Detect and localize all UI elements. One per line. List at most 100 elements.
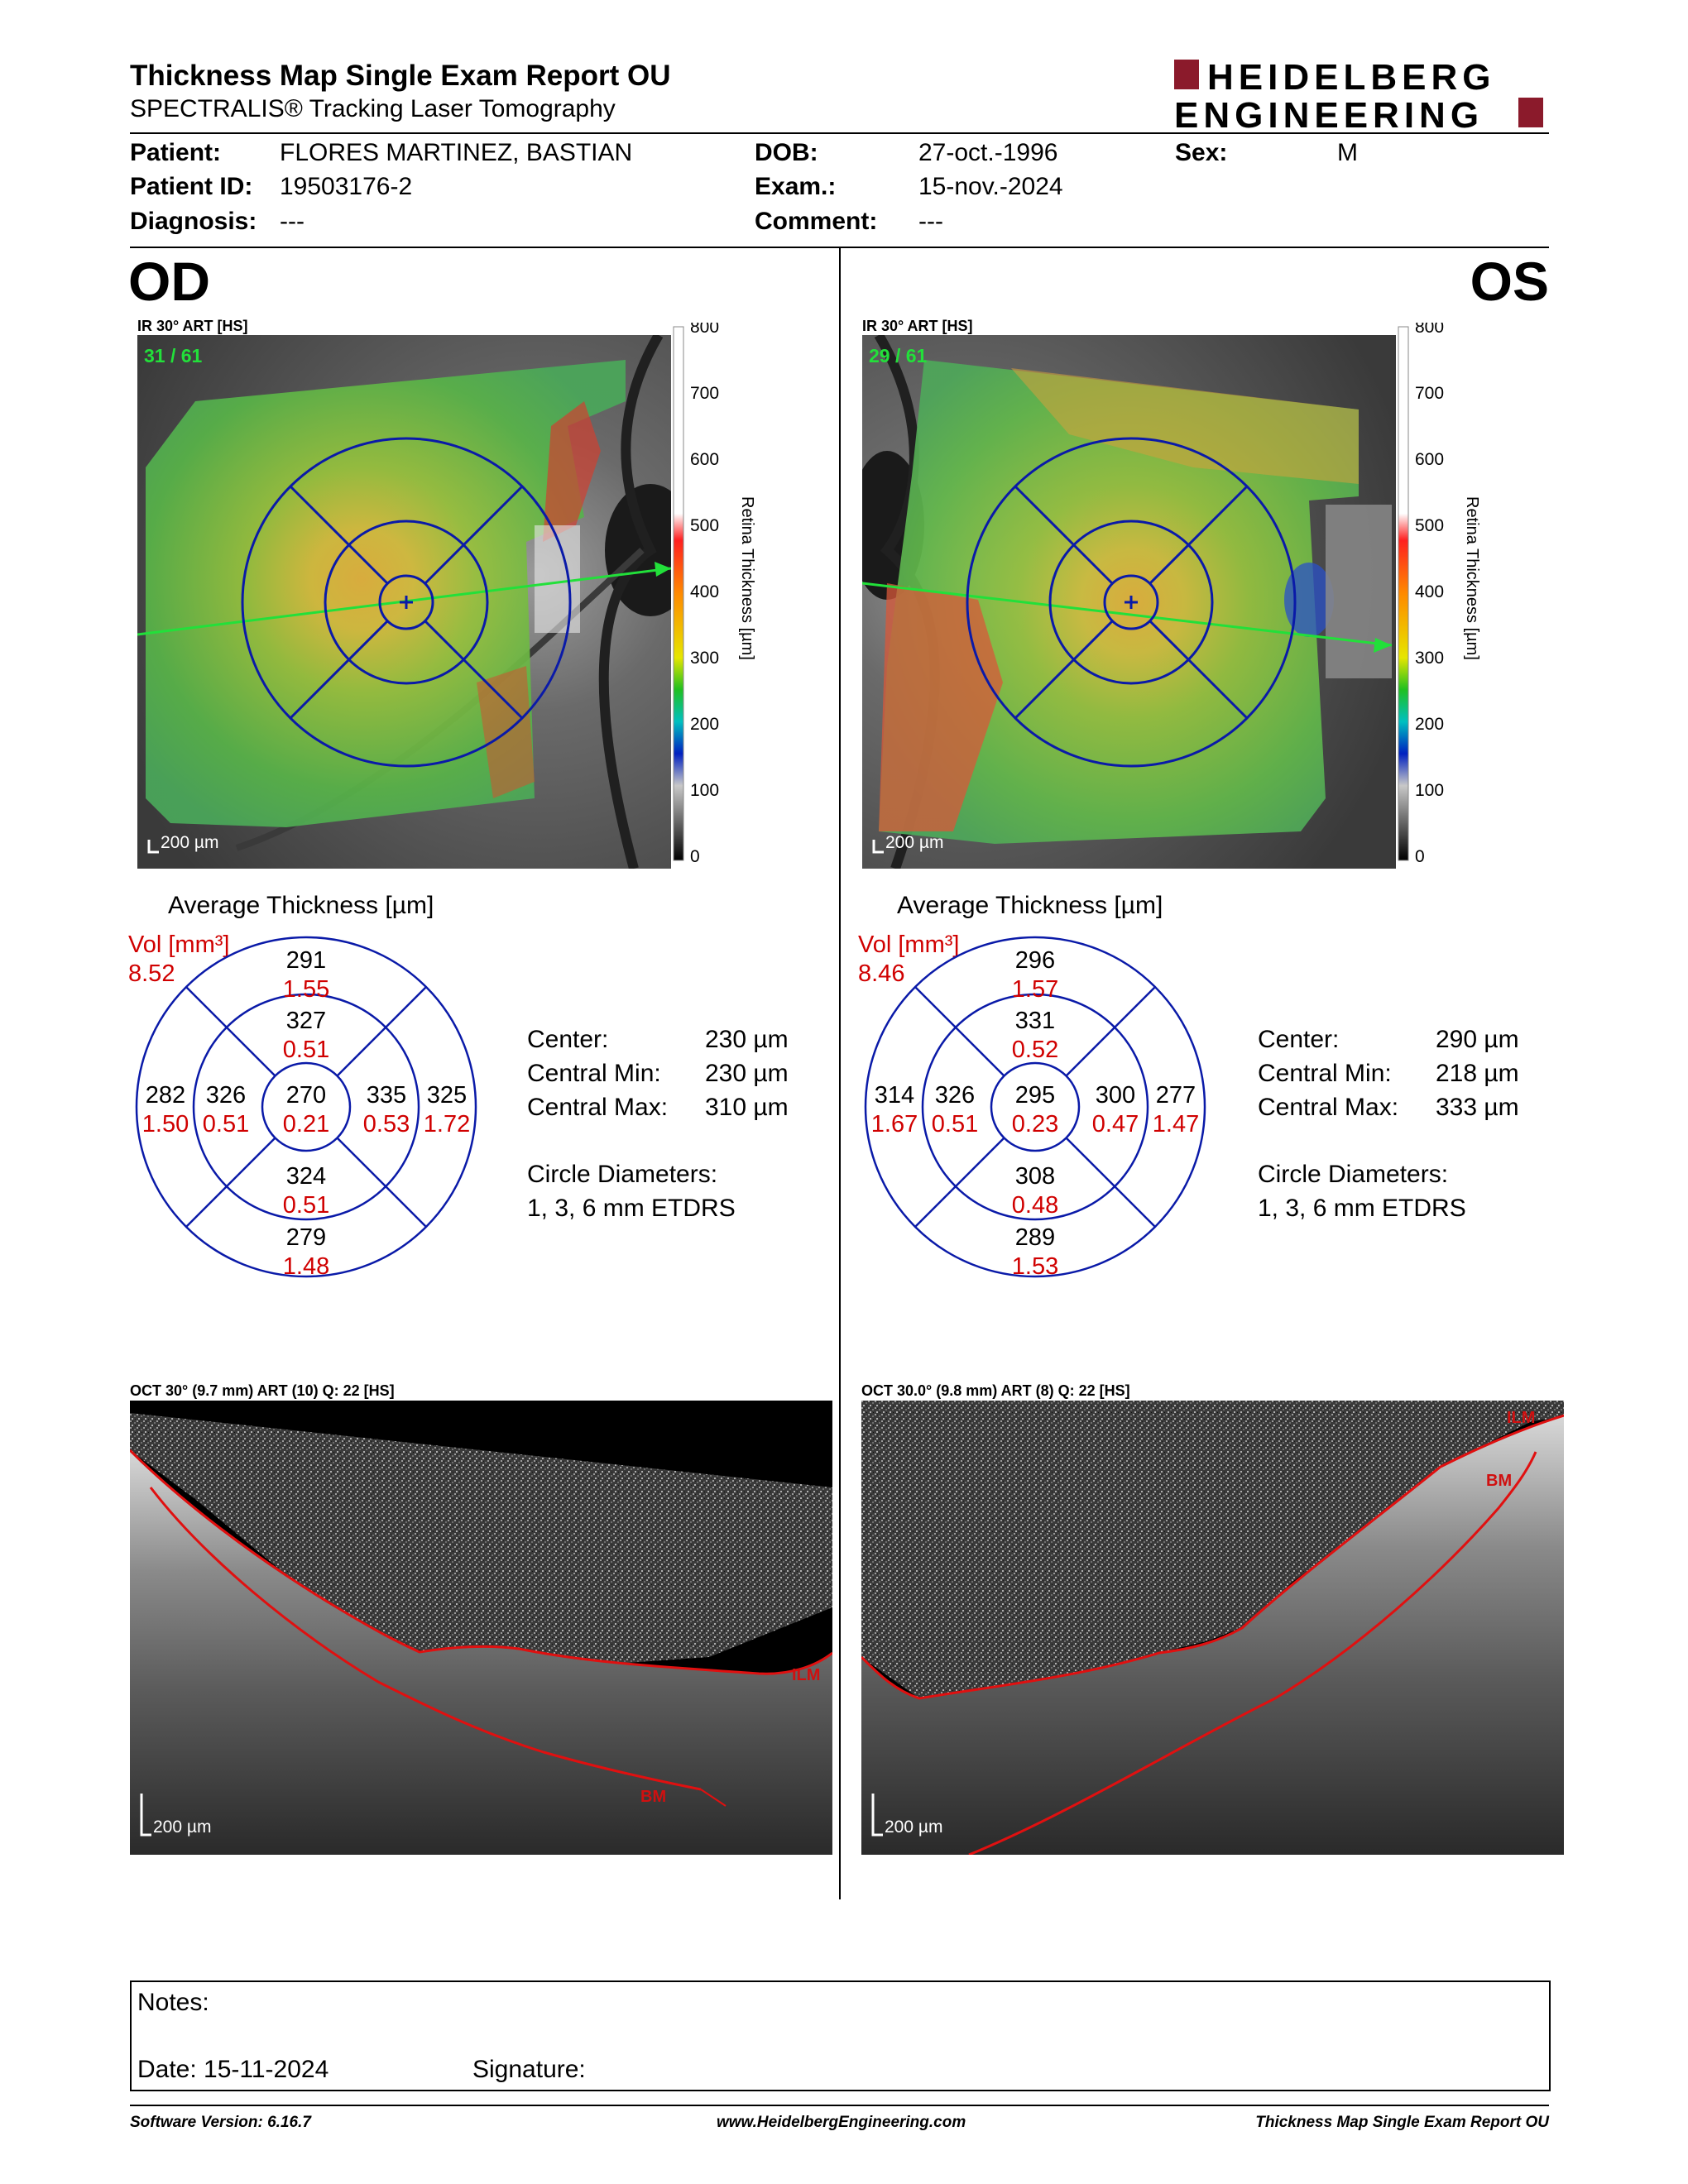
os-oct-bscan: ILM BM 200 µm [861,1401,1564,1855]
os-inner-bottom-vol: 0.48 [1012,1192,1058,1219]
os-bm-label: BM [1486,1472,1512,1490]
od-avg-title: Average Thickness [µm] [168,892,434,919]
patient-id-label: Patient ID: [130,173,253,200]
os-outer-top-vol: 1.57 [1012,976,1058,1003]
od-etdrs-grid: 291 1.55 327 0.51 282 1.50 326 0.51 270 … [135,936,477,1280]
od-vol: Vol [mm³] 8.52 [128,931,229,989]
os-inner-left: 326 [935,1082,975,1109]
os-oct-label: OCT 30.0° (9.8 mm) ART (8) Q: 22 [HS] [861,1382,1130,1399]
os-frame-count: 29 / 61 [869,345,928,366]
header-divider [130,132,1549,134]
os-cbar-tick-600: 600 [1415,450,1444,469]
od-inner-right-vol: 0.53 [363,1111,410,1138]
os-max-label: Central Max: [1258,1094,1399,1121]
od-cbar-tick-300: 300 [690,649,719,668]
od-outer-right: 325 [427,1082,467,1109]
od-diameters: Circle Diameters: 1, 3, 6 mm ETDRS [527,1157,736,1225]
os-diam-value: 1, 3, 6 mm ETDRS [1258,1195,1466,1222]
exam-value: 15-nov.-2024 [918,173,1063,200]
sex-value: M [1337,139,1358,166]
od-ilm-label: ILM [792,1666,820,1684]
os-cbar-tick-0: 0 [1415,847,1425,866]
od-min-value: 230 µm [705,1060,789,1087]
od-colorbar: 800 700 600 500 400 300 200 100 0 Retina… [673,323,756,866]
diagnosis-label: Diagnosis: [130,208,257,235]
od-inner-bottom-vol: 0.51 [283,1192,329,1219]
os-stats-values: 290 µm 218 µm 333 µm [1436,1023,1519,1124]
report-subtitle: SPECTRALIS® Tracking Laser Tomography [130,95,616,122]
patient-label: Patient: [130,139,222,166]
od-outer-left: 282 [146,1082,185,1109]
od-scale-label: 200 µm [161,833,218,852]
os-scale-label: 200 µm [885,833,943,852]
od-colorbar-label: Retina Thickness [µm] [738,496,756,660]
od-inner-bottom: 324 [286,1163,326,1190]
os-center-value: 290 µm [1436,1026,1519,1053]
date-label: Date: 15-11-2024 [137,2056,329,2083]
od-outer-left-vol: 1.50 [142,1111,189,1138]
os-cbar-tick-700: 700 [1415,384,1444,403]
od-eye-label: OD [128,251,210,312]
os-inner-left-vol: 0.51 [932,1111,978,1138]
os-outer-left-vol: 1.67 [871,1111,918,1138]
notes-box[interactable]: Notes: Date: 15-11-2024 Signature: [130,1980,1551,2091]
od-cbar-tick-500: 500 [690,516,719,535]
heidelberg-logo: HEIDELBERG ENGINEERING [1174,57,1543,132]
od-outer-bottom: 279 [286,1224,326,1251]
os-center-label: Center: [1258,1026,1340,1053]
os-min-label: Central Min: [1258,1060,1392,1087]
diagnosis-value: --- [280,208,305,235]
od-inner-top-vol: 0.51 [283,1037,329,1063]
logo-line1: HEIDELBERG [1207,57,1495,98]
od-center: 270 [286,1082,326,1109]
notes-label: Notes: [137,1989,209,2016]
od-outer-right-vol: 1.72 [424,1111,470,1138]
os-outer-left: 314 [875,1082,914,1109]
os-outer-right: 277 [1156,1082,1196,1109]
os-avg-title: Average Thickness [µm] [897,892,1163,919]
od-diam-value: 1, 3, 6 mm ETDRS [527,1195,736,1222]
os-ilm-label: ILM [1507,1409,1535,1427]
os-diam-label: Circle Diameters: [1258,1161,1449,1188]
os-vol-label: Vol [mm³] [858,932,960,958]
od-max-label: Central Max: [527,1094,669,1121]
os-cbar-tick-200: 200 [1415,715,1444,734]
od-outer-top-vol: 1.55 [283,976,329,1003]
os-outer-bottom-vol: 1.53 [1012,1253,1058,1280]
footer-report-name: Thickness Map Single Exam Report OU [1255,2114,1549,2131]
sex-label: Sex: [1175,139,1228,166]
os-diameters: Circle Diameters: 1, 3, 6 mm ETDRS [1258,1157,1466,1225]
od-ir-label: IR 30° ART [HS] [137,318,248,334]
od-outer-bottom-vol: 1.48 [283,1253,329,1280]
od-center-vol: 0.21 [283,1111,329,1138]
od-diam-label: Circle Diameters: [527,1161,718,1188]
report-title: Thickness Map Single Exam Report OU [130,60,671,92]
os-inner-right-vol: 0.47 [1092,1111,1139,1138]
os-outer-right-vol: 1.47 [1153,1111,1199,1138]
os-max-value: 333 µm [1436,1094,1519,1121]
os-cbar-tick-500: 500 [1415,516,1444,535]
od-stats-values: 230 µm 230 µm 310 µm [705,1023,789,1124]
website-link[interactable]: www.HeidelbergEngineering.com [717,2114,966,2131]
od-max-value: 310 µm [705,1094,789,1121]
os-eye-label: OS [1470,251,1549,312]
os-inner-top: 331 [1015,1008,1055,1034]
od-outer-top: 291 [286,947,326,974]
od-cbar-tick-200: 200 [690,715,719,734]
od-inner-left-vol: 0.51 [203,1111,249,1138]
os-outer-top: 296 [1015,947,1055,974]
os-center-vol: 0.23 [1012,1111,1058,1138]
od-center-label: Center: [527,1026,609,1053]
od-inner-top: 327 [286,1008,326,1034]
os-colorbar-label: Retina Thickness [µm] [1463,496,1481,660]
od-vol-label: Vol [mm³] [128,932,230,958]
os-center: 295 [1015,1082,1055,1109]
footer-divider [130,2105,1549,2106]
os-vol-value: 8.46 [858,960,905,987]
signature-label: Signature: [472,2056,586,2083]
od-cbar-tick-700: 700 [690,384,719,403]
os-cbar-tick-400: 400 [1415,582,1444,601]
patient-id: 19503176-2 [280,173,413,200]
od-inner-left: 326 [206,1082,246,1109]
center-divider [839,247,841,1899]
